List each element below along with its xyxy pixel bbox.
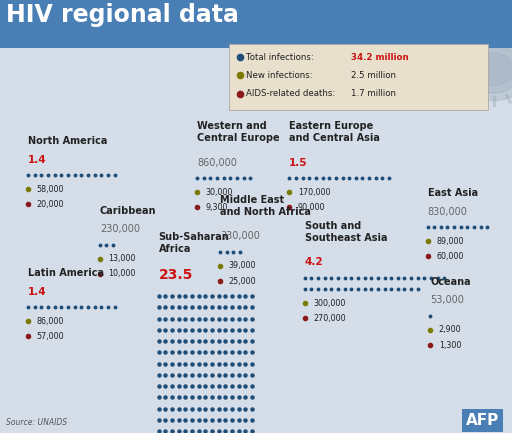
- Text: 860,000: 860,000: [197, 158, 237, 168]
- Text: 89,000: 89,000: [436, 237, 464, 246]
- Text: North America: North America: [28, 136, 108, 146]
- Text: 20,000: 20,000: [37, 200, 65, 209]
- Text: AIDS-related deaths:: AIDS-related deaths:: [246, 89, 335, 98]
- Text: 230,000: 230,000: [100, 224, 140, 234]
- Text: Latin America: Latin America: [28, 268, 104, 278]
- Circle shape: [457, 38, 512, 100]
- Text: 9,300: 9,300: [206, 203, 228, 212]
- Text: HIV regional data: HIV regional data: [6, 3, 239, 27]
- Text: 57,000: 57,000: [37, 332, 65, 341]
- FancyBboxPatch shape: [0, 0, 512, 48]
- Text: Middle East
and North Africa: Middle East and North Africa: [220, 195, 311, 217]
- Text: Source: UNAIDS: Source: UNAIDS: [6, 417, 67, 427]
- Text: 10,000: 10,000: [109, 269, 136, 278]
- Text: Oceana: Oceana: [430, 277, 471, 287]
- Text: Caribbean: Caribbean: [100, 206, 156, 216]
- Text: 1.4: 1.4: [28, 155, 47, 165]
- Text: 1.5: 1.5: [289, 158, 308, 168]
- Text: 23.5: 23.5: [159, 268, 193, 282]
- Text: 13,000: 13,000: [109, 254, 136, 263]
- Text: 86,000: 86,000: [37, 317, 64, 326]
- FancyBboxPatch shape: [229, 44, 488, 110]
- Text: South and
Southeast Asia: South and Southeast Asia: [305, 221, 387, 243]
- Text: New infections:: New infections:: [246, 71, 312, 80]
- Text: 2.5 million: 2.5 million: [351, 71, 396, 80]
- Text: 270,000: 270,000: [313, 314, 346, 323]
- Text: 34.2 million: 34.2 million: [351, 53, 409, 61]
- Text: Total infections:: Total infections:: [246, 53, 313, 61]
- Text: 300,000: 300,000: [313, 299, 346, 307]
- Circle shape: [466, 45, 512, 93]
- Text: AFP: AFP: [466, 413, 499, 428]
- Text: 1.4: 1.4: [28, 287, 47, 297]
- Text: 60,000: 60,000: [436, 252, 463, 261]
- Circle shape: [475, 53, 512, 86]
- Text: 1.7 million: 1.7 million: [351, 89, 396, 98]
- Text: 830,000: 830,000: [428, 207, 467, 216]
- Text: Western and
Central Europe: Western and Central Europe: [197, 121, 280, 143]
- Text: 2,900: 2,900: [439, 326, 461, 334]
- Text: 25,000: 25,000: [229, 277, 257, 285]
- Text: East Asia: East Asia: [428, 188, 478, 198]
- Text: 53,000: 53,000: [430, 295, 464, 305]
- Text: 30,000: 30,000: [206, 188, 233, 197]
- Text: 58,000: 58,000: [37, 185, 65, 194]
- Text: 1,300: 1,300: [439, 341, 461, 349]
- Text: Sub-Saharan
Africa: Sub-Saharan Africa: [159, 232, 229, 254]
- Text: 330,000: 330,000: [220, 231, 260, 241]
- Text: 90,000: 90,000: [298, 203, 326, 212]
- Text: 39,000: 39,000: [229, 262, 257, 270]
- Text: 4.2: 4.2: [305, 257, 323, 267]
- Text: Eastern Europe
and Central Asia: Eastern Europe and Central Asia: [289, 121, 380, 143]
- Text: 170,000: 170,000: [298, 188, 330, 197]
